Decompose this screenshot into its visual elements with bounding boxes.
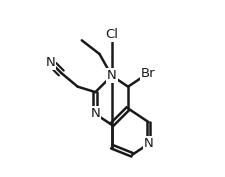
- Text: N: N: [45, 56, 55, 69]
- Text: N: N: [90, 107, 100, 120]
- Text: N: N: [106, 69, 116, 82]
- Text: Br: Br: [141, 67, 155, 79]
- Text: N: N: [143, 137, 153, 150]
- Text: Cl: Cl: [105, 28, 118, 41]
